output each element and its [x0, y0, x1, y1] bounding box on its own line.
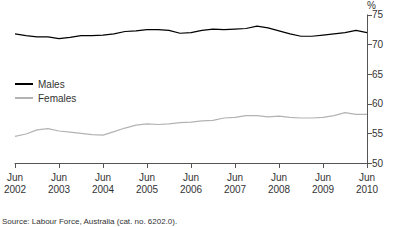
svg-text:Jun: Jun — [315, 172, 331, 183]
svg-text:Jun: Jun — [95, 172, 111, 183]
svg-text:2006: 2006 — [180, 184, 203, 195]
svg-text:Source: Labour Force, Australi: Source: Labour Force, Australia (cat. no… — [2, 217, 177, 226]
svg-text:50: 50 — [372, 158, 384, 169]
svg-text:2003: 2003 — [48, 184, 71, 195]
svg-text:65: 65 — [372, 69, 384, 80]
svg-text:60: 60 — [372, 98, 384, 109]
svg-text:2005: 2005 — [136, 184, 159, 195]
svg-text:2010: 2010 — [356, 184, 379, 195]
svg-text:Males: Males — [38, 79, 65, 90]
svg-text:2002: 2002 — [4, 184, 27, 195]
svg-text:Jun: Jun — [359, 172, 375, 183]
svg-text:Jun: Jun — [271, 172, 287, 183]
svg-text:2009: 2009 — [312, 184, 335, 195]
svg-text:Jun: Jun — [51, 172, 67, 183]
svg-text:Jun: Jun — [7, 172, 23, 183]
svg-text:Females: Females — [38, 93, 76, 104]
svg-text:Jun: Jun — [139, 172, 155, 183]
svg-text:70: 70 — [372, 39, 384, 50]
svg-text:2007: 2007 — [224, 184, 247, 195]
svg-text:55: 55 — [372, 128, 384, 139]
svg-text:2004: 2004 — [92, 184, 115, 195]
svg-text:2008: 2008 — [268, 184, 291, 195]
svg-text:75: 75 — [372, 9, 384, 20]
svg-text:Jun: Jun — [227, 172, 243, 183]
svg-text:Jun: Jun — [183, 172, 199, 183]
